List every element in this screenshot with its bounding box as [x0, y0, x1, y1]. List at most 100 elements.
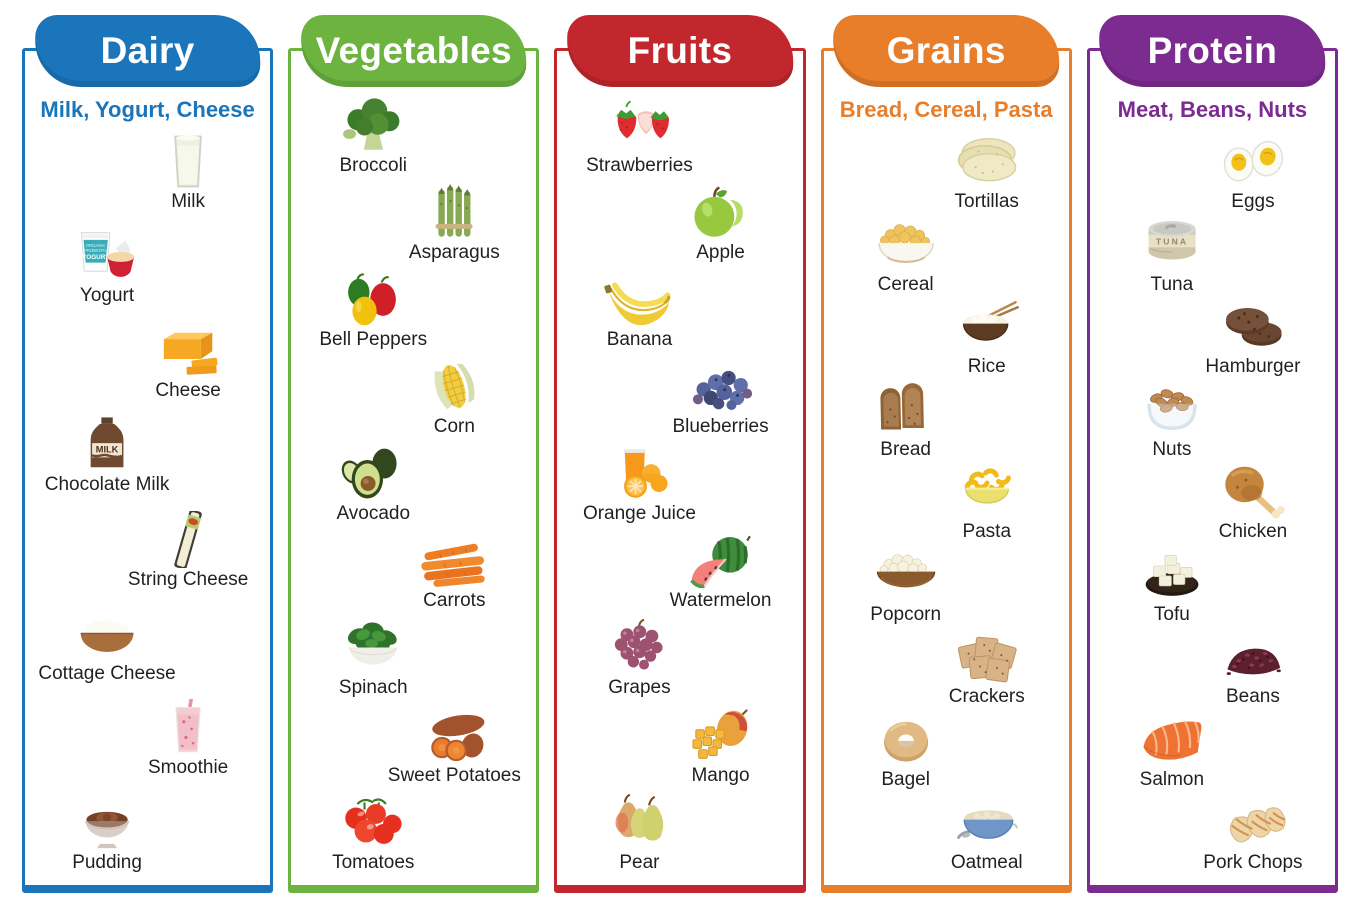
grains-header-tab: Grains [833, 15, 1059, 87]
hamburger-icon [1225, 308, 1282, 346]
broccoli-icon [343, 98, 400, 150]
food-label: Carrots [423, 590, 486, 612]
beans-icon [1226, 649, 1281, 676]
pork-chops-icon [1229, 806, 1286, 843]
food-item-banana: Banana [567, 271, 711, 350]
food-label: Cheese [155, 379, 221, 401]
pasta-icon [964, 468, 1011, 504]
food-item-string-cheese: String Cheese [116, 510, 260, 590]
sweet-potatoes-icon [431, 714, 485, 761]
food-label: Smoothie [147, 757, 229, 779]
food-item-bread: Bread [834, 381, 978, 460]
mango-icon [692, 708, 749, 759]
apple-icon [694, 186, 744, 237]
dairy-items: Milk ORGANIC PROBIOTIC YOGURT Yogurt Cheese MI… [25, 123, 270, 885]
food-group-column-grains: Grains Bread, Cereal, Pasta Tortillas Cerea… [820, 15, 1072, 893]
food-item-rice: Rice [915, 298, 1059, 377]
food-item-tofu: Tofu [1100, 546, 1244, 625]
food-label: Strawberries [586, 155, 693, 176]
food-item-asparagus: Asparagus [382, 184, 526, 263]
food-label: Apple [696, 242, 745, 264]
food-label: Eggs [1231, 191, 1275, 212]
food-item-carrots: Carrots [382, 532, 526, 611]
cheese-icon [163, 332, 218, 375]
food-label: Tuna [1150, 273, 1194, 295]
eggs-icon [1223, 140, 1283, 182]
pear-icon [615, 793, 664, 841]
orange-juice-icon [624, 449, 668, 499]
food-label: Nuts [1152, 438, 1192, 460]
grains-subtitle: Bread, Cereal, Pasta [839, 97, 1053, 122]
food-label: Bell Peppers [319, 329, 428, 351]
food-label: Broccoli [339, 155, 408, 176]
food-item-orange-juice: Orange Juice [567, 445, 711, 524]
food-label: Salmon [1139, 769, 1205, 791]
salmon-icon [1142, 720, 1202, 760]
food-item-mango: Mango [648, 707, 792, 786]
food-item-tortillas: Tortillas [915, 133, 1059, 212]
food-label: Beans [1225, 686, 1280, 708]
svg-text:MILK: MILK [96, 445, 119, 455]
food-item-cereal: Cereal [834, 216, 978, 295]
food-item-bagel: Bagel [834, 711, 978, 790]
food-label: Rice [967, 356, 1006, 378]
food-item-milk: Milk [116, 133, 260, 212]
bread-icon [880, 382, 924, 430]
food-item-avocado: Avocado [301, 445, 445, 524]
dairy-header-tab: Dairy [34, 15, 261, 87]
corn-icon [434, 363, 475, 410]
food-item-eggs: Eggs [1181, 133, 1325, 212]
svg-text:YOGURT: YOGURT [82, 254, 109, 261]
spinach-icon [348, 622, 398, 666]
strawberries-icon [616, 100, 670, 139]
food-item-corn: Corn [382, 358, 526, 437]
food-label: Bread [880, 438, 931, 460]
food-item-nuts: Nuts [1100, 381, 1244, 460]
cottage-cheese-icon [80, 619, 134, 652]
watermelon-icon [690, 536, 752, 589]
food-label: Spinach [338, 677, 408, 699]
food-item-tuna: TUNA Tuna [1100, 216, 1244, 295]
food-label: Cottage Cheese [38, 662, 176, 684]
food-label: Mango [691, 764, 750, 786]
food-item-pasta: Pasta [915, 463, 1059, 542]
food-group-column-vegetables: Vegetables Broccoli Asparagus Bell Peppers C… [288, 15, 540, 893]
food-item-salmon: Salmon [1100, 711, 1244, 790]
food-label: Pasta [962, 521, 1012, 543]
food-item-smoothie: Smoothie [116, 699, 260, 778]
food-label: Watermelon [669, 590, 772, 612]
food-item-pudding: Pudding [35, 794, 179, 873]
food-label: Chicken [1218, 521, 1288, 543]
food-label: Pudding [72, 851, 142, 873]
food-label: Bagel [881, 769, 930, 791]
food-label: Tofu [1153, 603, 1190, 625]
food-item-blueberries: Blueberries [648, 358, 792, 437]
milk-icon [174, 135, 202, 188]
food-label: Oatmeal [950, 851, 1023, 873]
food-label: String Cheese [127, 568, 249, 590]
food-label: Pork Chops [1203, 851, 1303, 873]
food-label: Crackers [948, 686, 1025, 708]
oatmeal-icon [956, 810, 1018, 839]
food-item-oatmeal: Oatmeal [915, 794, 1059, 873]
food-label: Asparagus [408, 242, 500, 264]
food-item-spinach: Spinach [301, 619, 445, 698]
food-label: Tomatoes [332, 851, 415, 873]
blueberries-icon [693, 371, 753, 411]
crackers-icon [957, 637, 1017, 683]
tomatoes-icon [345, 798, 402, 844]
food-item-broccoli: Broccoli [301, 97, 445, 176]
chicken-icon [1225, 466, 1285, 519]
food-item-cheese: Cheese [116, 322, 260, 401]
food-label: Tortillas [954, 191, 1019, 212]
food-item-cottage-cheese: Cottage Cheese [35, 605, 179, 684]
protein-subtitle: Meat, Beans, Nuts [1117, 97, 1308, 122]
avocado-icon [341, 448, 397, 499]
banana-icon [604, 282, 671, 326]
tortillas-icon [957, 137, 1016, 182]
food-item-popcorn: Popcorn [834, 546, 978, 625]
food-item-tomatoes: Tomatoes [301, 794, 445, 873]
food-label: Avocado [336, 503, 411, 525]
chocolate-milk-icon: MILK [90, 417, 124, 468]
